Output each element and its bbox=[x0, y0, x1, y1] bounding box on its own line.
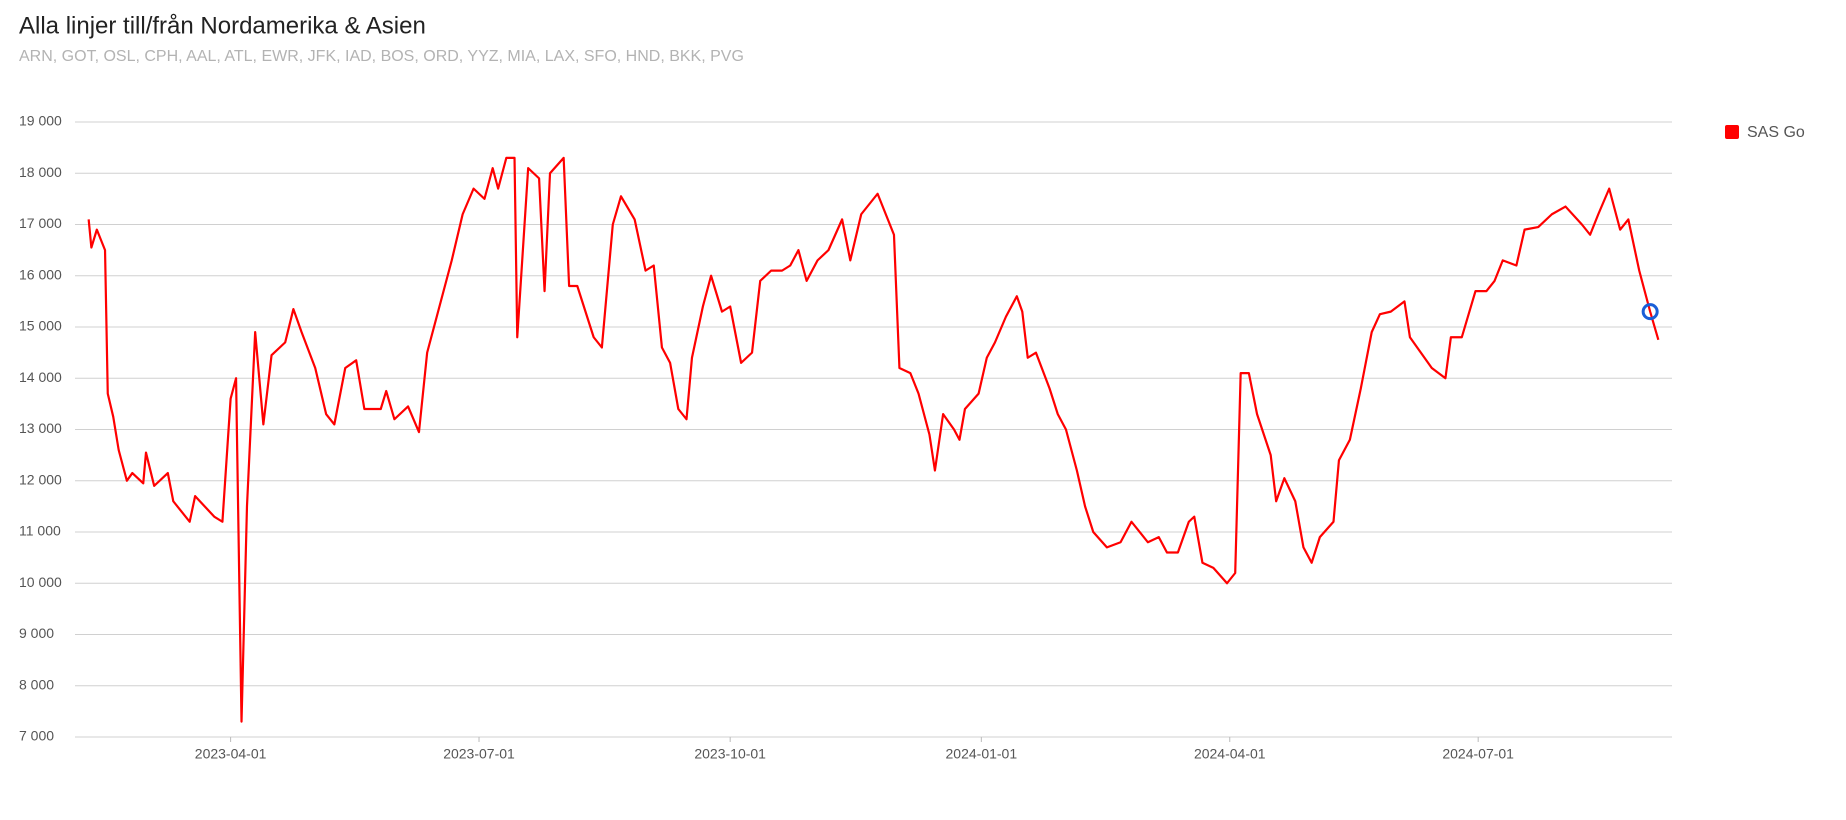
x-tick-label: 2023-04-01 bbox=[195, 746, 267, 762]
y-tick-label: 7 000 bbox=[19, 728, 54, 744]
y-tick-label: 19 000 bbox=[19, 113, 62, 129]
chart-subtitle: ARN, GOT, OSL, CPH, AAL, ATL, EWR, JFK, … bbox=[19, 48, 744, 65]
y-tick-label: 9 000 bbox=[19, 625, 54, 641]
x-tick-label: 2024-01-01 bbox=[946, 746, 1018, 762]
x-tick-label: 2024-04-01 bbox=[1194, 746, 1266, 762]
y-tick-label: 10 000 bbox=[19, 574, 62, 590]
chart-title: Alla linjer till/från Nordamerika & Asie… bbox=[19, 12, 426, 39]
series-line bbox=[87, 156, 1660, 723]
y-tick-label: 14 000 bbox=[19, 369, 62, 385]
hover-point bbox=[1641, 303, 1659, 321]
y-tick-label: 16 000 bbox=[19, 266, 62, 282]
y-tick-label: 18 000 bbox=[19, 164, 62, 180]
y-tick-label: 12 000 bbox=[19, 471, 62, 487]
y-tick-label: 13 000 bbox=[19, 420, 62, 436]
x-tick-label: 2023-07-01 bbox=[443, 746, 515, 762]
legend-swatch bbox=[1725, 125, 1739, 139]
x-tick-label: 2023-10-01 bbox=[694, 746, 766, 762]
y-tick-label: 11 000 bbox=[19, 523, 61, 539]
y-tick-label: 15 000 bbox=[19, 318, 62, 334]
y-tick-label: 8 000 bbox=[19, 676, 54, 692]
y-tick-label: 17 000 bbox=[19, 215, 62, 231]
legend-label: SAS Go bbox=[1747, 124, 1805, 141]
x-tick-label: 2024-07-01 bbox=[1442, 746, 1514, 762]
